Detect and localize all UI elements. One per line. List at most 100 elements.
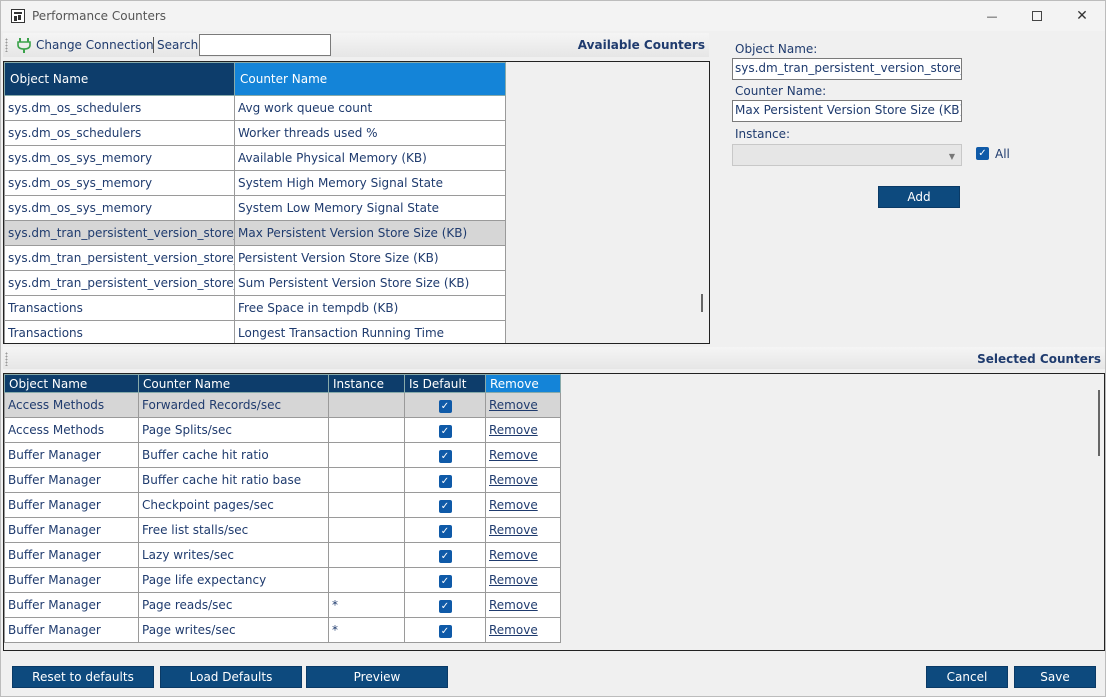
reset-to-defaults-button[interactable]: Reset to defaults bbox=[12, 666, 154, 688]
remove-link[interactable]: Remove bbox=[489, 423, 538, 437]
remove-cell[interactable]: Remove bbox=[485, 617, 561, 643]
cancel-button[interactable]: Cancel bbox=[926, 666, 1008, 688]
column-header-counter-name[interactable]: Counter Name bbox=[138, 374, 329, 393]
table-row[interactable]: Buffer Manager Page life expectancy ✓ Remov… bbox=[4, 567, 561, 593]
object-name-cell[interactable]: sys.dm_os_sys_memory bbox=[4, 145, 235, 171]
is-default-checkbox[interactable]: ✓ bbox=[438, 449, 452, 463]
counter-name-cell[interactable]: Persistent Version Store Size (KB) bbox=[234, 245, 506, 271]
table-row[interactable]: Buffer Manager Page reads/sec * ✓ Remove bbox=[4, 592, 561, 618]
save-button[interactable]: Save bbox=[1014, 666, 1096, 688]
counter-name-cell[interactable]: Available Physical Memory (KB) bbox=[234, 145, 506, 171]
object-name-cell[interactable]: Buffer Manager bbox=[4, 542, 139, 568]
is-default-cell[interactable]: ✓ bbox=[404, 392, 486, 418]
table-row[interactable]: Transactions Free Space in tempdb (KB) bbox=[4, 295, 506, 321]
change-connection-button[interactable]: Change Connection bbox=[36, 38, 154, 52]
remove-link[interactable]: Remove bbox=[489, 573, 538, 587]
column-header-is-default[interactable]: Is Default bbox=[404, 374, 486, 393]
toolbar-grip[interactable] bbox=[5, 38, 8, 52]
column-header-object-name[interactable]: Object Name bbox=[4, 62, 235, 96]
table-row[interactable]: sys.dm_tran_persistent_version_store_sta… bbox=[4, 270, 506, 296]
counter-name-cell[interactable]: Buffer cache hit ratio bbox=[138, 442, 329, 468]
table-row[interactable]: Buffer Manager Buffer cache hit ratio ✓ Rem… bbox=[4, 442, 561, 468]
object-name-cell[interactable]: Access Methods bbox=[4, 392, 139, 418]
object-name-cell[interactable]: Access Methods bbox=[4, 417, 139, 443]
object-name-cell[interactable]: Buffer Manager bbox=[4, 517, 139, 543]
counter-name-cell[interactable]: Longest Transaction Running Time bbox=[234, 320, 506, 343]
available-counters-grid[interactable]: Object Name Counter Name sys.dm_os_sched… bbox=[3, 61, 710, 344]
counter-name-cell[interactable]: Free Space in tempdb (KB) bbox=[234, 295, 506, 321]
selected-counters-header-bar[interactable]: Selected Counters bbox=[3, 347, 1105, 369]
table-row[interactable]: sys.dm_os_schedulers Worker threads used … bbox=[4, 120, 506, 146]
remove-cell[interactable]: Remove bbox=[485, 417, 561, 443]
instance-cell[interactable] bbox=[328, 417, 405, 443]
table-row[interactable]: Buffer Manager Buffer cache hit ratio bas… bbox=[4, 467, 561, 493]
instance-cell[interactable] bbox=[328, 392, 405, 418]
remove-cell[interactable]: Remove bbox=[485, 567, 561, 593]
table-row[interactable]: sys.dm_os_sys_memory System High Memory S… bbox=[4, 170, 506, 196]
object-name-cell[interactable]: Transactions bbox=[4, 320, 235, 343]
object-name-field[interactable]: sys.dm_tran_persistent_version_store_sta… bbox=[732, 58, 962, 80]
column-header-instance[interactable]: Instance bbox=[328, 374, 405, 393]
counter-name-cell[interactable]: Page life expectancy bbox=[138, 567, 329, 593]
is-default-checkbox[interactable]: ✓ bbox=[438, 624, 452, 638]
plug-icon[interactable] bbox=[17, 37, 31, 53]
counter-name-cell[interactable]: Page writes/sec bbox=[138, 617, 329, 643]
remove-cell[interactable]: Remove bbox=[485, 517, 561, 543]
all-checkbox[interactable]: ✓ bbox=[976, 147, 989, 160]
instance-cell[interactable] bbox=[328, 492, 405, 518]
is-default-cell[interactable]: ✓ bbox=[404, 517, 486, 543]
remove-cell[interactable]: Remove bbox=[485, 592, 561, 618]
counter-name-cell[interactable]: Avg work queue count bbox=[234, 95, 506, 121]
object-name-cell[interactable]: sys.dm_tran_persistent_version_store_sta… bbox=[4, 245, 235, 271]
object-name-cell[interactable]: Buffer Manager bbox=[4, 617, 139, 643]
remove-cell[interactable]: Remove bbox=[485, 467, 561, 493]
counter-name-cell[interactable]: Max Persistent Version Store Size (KB) bbox=[234, 220, 506, 246]
is-default-checkbox[interactable]: ✓ bbox=[438, 424, 452, 438]
table-row[interactable]: sys.dm_os_schedulers Avg work queue count bbox=[4, 95, 506, 121]
table-row[interactable]: Buffer Manager Checkpoint pages/sec ✓ Remov… bbox=[4, 492, 561, 518]
minimize-button[interactable]: — bbox=[969, 1, 1015, 31]
counter-name-cell[interactable]: Page Splits/sec bbox=[138, 417, 329, 443]
counter-name-cell[interactable]: Free list stalls/sec bbox=[138, 517, 329, 543]
object-name-cell[interactable]: Transactions bbox=[4, 295, 235, 321]
counter-name-cell[interactable]: Worker threads used % bbox=[234, 120, 506, 146]
counter-name-cell[interactable]: Buffer cache hit ratio base bbox=[138, 467, 329, 493]
is-default-checkbox[interactable]: ✓ bbox=[438, 499, 452, 513]
table-row[interactable]: sys.dm_tran_persistent_version_store_sta… bbox=[4, 245, 506, 271]
table-row[interactable]: sys.dm_os_sys_memory System Low Memory Si… bbox=[4, 195, 506, 221]
object-name-cell[interactable]: Buffer Manager bbox=[4, 442, 139, 468]
remove-link[interactable]: Remove bbox=[489, 473, 538, 487]
instance-cell[interactable] bbox=[328, 567, 405, 593]
counter-name-cell[interactable]: Lazy writes/sec bbox=[138, 542, 329, 568]
remove-cell[interactable]: Remove bbox=[485, 492, 561, 518]
remove-cell[interactable]: Remove bbox=[485, 542, 561, 568]
instance-dropdown[interactable]: ▼ bbox=[732, 144, 962, 166]
object-name-cell[interactable]: sys.dm_tran_persistent_version_store_sta… bbox=[4, 270, 235, 296]
counter-name-cell[interactable]: System High Memory Signal State bbox=[234, 170, 506, 196]
column-header-remove[interactable]: Remove bbox=[485, 374, 561, 393]
preview-button[interactable]: Preview bbox=[306, 666, 448, 688]
search-input[interactable] bbox=[199, 34, 331, 56]
counter-name-field[interactable]: Max Persistent Version Store Size (KB) bbox=[732, 100, 962, 122]
instance-cell[interactable] bbox=[328, 467, 405, 493]
selected-counters-grid[interactable]: Object Name Counter Name Instance Is Def… bbox=[3, 373, 1105, 651]
remove-link[interactable]: Remove bbox=[489, 523, 538, 537]
instance-cell[interactable] bbox=[328, 542, 405, 568]
object-name-cell[interactable]: Buffer Manager bbox=[4, 467, 139, 493]
remove-cell[interactable]: Remove bbox=[485, 442, 561, 468]
is-default-cell[interactable]: ✓ bbox=[404, 492, 486, 518]
maximize-button[interactable] bbox=[1014, 1, 1060, 31]
load-defaults-button[interactable]: Load Defaults bbox=[160, 666, 302, 688]
counter-name-cell[interactable]: Sum Persistent Version Store Size (KB) bbox=[234, 270, 506, 296]
object-name-cell[interactable]: sys.dm_tran_persistent_version_store_sta… bbox=[4, 220, 235, 246]
counter-name-cell[interactable]: Page reads/sec bbox=[138, 592, 329, 618]
table-row[interactable]: Access Methods Page Splits/sec ✓ Remove bbox=[4, 417, 561, 443]
remove-link[interactable]: Remove bbox=[489, 623, 538, 637]
is-default-checkbox[interactable]: ✓ bbox=[438, 574, 452, 588]
instance-cell[interactable] bbox=[328, 442, 405, 468]
counter-name-cell[interactable]: Forwarded Records/sec bbox=[138, 392, 329, 418]
object-name-cell[interactable]: Buffer Manager bbox=[4, 567, 139, 593]
remove-link[interactable]: Remove bbox=[489, 598, 538, 612]
object-name-cell[interactable]: sys.dm_os_schedulers bbox=[4, 120, 235, 146]
remove-cell[interactable]: Remove bbox=[485, 392, 561, 418]
